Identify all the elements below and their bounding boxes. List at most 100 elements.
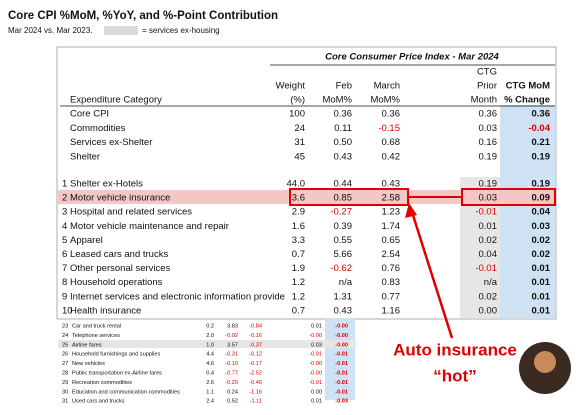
cell: 0.19 — [532, 179, 551, 190]
cell: 3.3 — [292, 235, 305, 246]
cell: 0.68 — [382, 137, 401, 148]
row-label: Public transportation ex-Airline fares — [72, 370, 162, 376]
row-label: 25 — [62, 342, 68, 348]
cell: 5.66 — [334, 249, 353, 260]
row-label: 27 — [62, 361, 68, 367]
cell: 0.16 — [479, 137, 498, 148]
row-label: Core CPI — [70, 109, 109, 120]
cell: 24 — [294, 123, 305, 134]
lower-ctg-band — [325, 318, 355, 400]
column-header: MoM% — [322, 95, 352, 106]
row-label: 6 — [62, 249, 67, 260]
row-label: Motor vehicle insurance — [70, 193, 170, 204]
subtitle: Mar 2024 vs. Mar 2023. — [8, 26, 92, 35]
row-label: 28 — [62, 370, 68, 376]
cell: 0.52 — [227, 399, 238, 405]
cell: -0.27 — [330, 207, 352, 218]
column-header: Expenditure Category — [70, 95, 162, 106]
row-label: 3 — [62, 207, 67, 218]
row-label: 5 — [62, 235, 67, 246]
cell: 1.2 — [292, 277, 305, 288]
row-label: 2 — [62, 193, 67, 204]
cell: 2.58 — [382, 193, 401, 204]
cell: 0.24 — [227, 389, 238, 395]
row-label: 30 — [62, 389, 68, 395]
cell: 0.36 — [382, 109, 401, 120]
cell: -0.00 — [335, 333, 348, 339]
cell: 1.0 — [206, 342, 214, 348]
cell: 2.6 — [206, 380, 214, 386]
cell: -2.52 — [249, 370, 262, 376]
cell: 0.03 — [311, 342, 322, 348]
cell: 0.01 — [311, 323, 322, 329]
cell: 31 — [294, 137, 305, 148]
cell: 100 — [289, 109, 305, 120]
cell: -0.62 — [330, 263, 352, 274]
row-label: Other personal services — [70, 263, 171, 274]
lower-services-band — [58, 340, 356, 348]
column-header: MoM% — [370, 95, 400, 106]
cell: 1.31 — [334, 291, 353, 302]
cell: 0.03 — [479, 123, 498, 134]
cell: -0.12 — [249, 352, 262, 358]
row-label: 1 — [62, 179, 67, 190]
cell: -0.00 — [335, 323, 348, 329]
cell: 1.1 — [206, 389, 214, 395]
cell: -0.77 — [225, 370, 238, 376]
cell: 0.43 — [334, 151, 353, 162]
cell: 2.0 — [206, 333, 214, 339]
row-label: Shelter ex-Hotels — [70, 179, 143, 190]
cell: 4.6 — [206, 361, 214, 367]
row-label: Services ex-Shelter — [70, 137, 152, 148]
row-label: Commodities — [70, 123, 126, 134]
cell: 45 — [294, 151, 305, 162]
cell: 0.09 — [532, 193, 551, 204]
cell: -0.16 — [249, 333, 262, 339]
cell: 2.4 — [206, 399, 214, 405]
cell: 1.2 — [292, 291, 305, 302]
column-header: CTG — [477, 67, 497, 78]
cell: 1.74 — [382, 221, 401, 232]
cell: 3.83 — [227, 323, 238, 329]
arrow-head — [405, 203, 417, 218]
row-label: Household furnishings and supplies — [72, 352, 161, 358]
cell: 0.43 — [334, 305, 353, 316]
cell: 0.19 — [479, 179, 498, 190]
cell: -1.11 — [250, 399, 262, 405]
column-header: Month — [471, 95, 497, 106]
cell: 1.6 — [292, 221, 305, 232]
cell: 0.03 — [532, 221, 551, 232]
cell: n/a — [484, 277, 498, 288]
ctg-column-band — [500, 105, 555, 318]
cell: 0.7 — [292, 305, 305, 316]
column-header: % Change — [504, 95, 550, 106]
cell: 0.02 — [532, 249, 551, 260]
cell: 3.6 — [292, 193, 305, 204]
cell: 0.19 — [532, 151, 551, 162]
row-label: 29 — [62, 380, 68, 386]
column-header: Prior — [477, 81, 497, 92]
cell: 0.44 — [334, 179, 353, 190]
cell: -0.00 — [309, 370, 322, 376]
cell: -0.03 — [335, 399, 348, 405]
row-label: Motor vehicle maintenance and repair — [70, 221, 229, 232]
cell: -0.46 — [249, 380, 262, 386]
cell: 0.01 — [532, 305, 551, 316]
cell: 0.03 — [479, 193, 498, 204]
arrow — [410, 211, 454, 339]
cell: 0.76 — [382, 263, 401, 274]
cell: 0.42 — [382, 151, 401, 162]
row-label: 10 — [62, 305, 73, 316]
cell: 1.9 — [292, 263, 305, 274]
cell: 0.43 — [382, 179, 401, 190]
cell: 2.9 — [292, 207, 305, 218]
row-label: Hospital and related services — [70, 207, 192, 218]
cell: 44.0 — [287, 179, 306, 190]
row-label: 9 — [62, 291, 67, 302]
row-label: Education and communication commodities — [72, 389, 180, 395]
cell: 1.23 — [382, 207, 401, 218]
cell: -1.16 — [249, 389, 262, 395]
column-header: Feb — [336, 81, 352, 92]
cell: 0.11 — [334, 123, 352, 134]
